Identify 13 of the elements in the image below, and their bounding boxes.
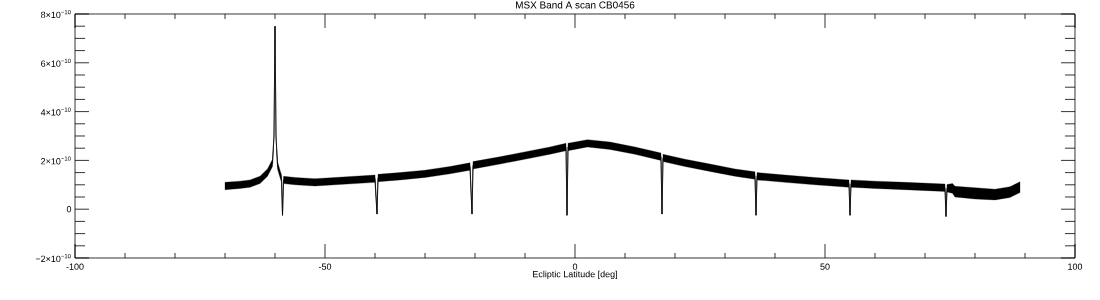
y-tick-label: 6×10$^{−10}$ [41, 58, 71, 67]
x-tick-label: -50 [318, 263, 332, 270]
y-tick-label: 4×10$^{−10}$ [40, 107, 71, 116]
y-tick-label: 8×10$^{−10}$ [41, 9, 71, 19]
x-tick-label: 100 [1068, 263, 1083, 270]
y-tick-label: −2×10$^{−10}$ [35, 253, 71, 263]
chart-title: MSX Band A scan CB0456 [516, 1, 635, 9]
x-tick-label: -100 [66, 263, 84, 270]
y-tick-label: 2×10$^{−10}$ [41, 156, 71, 165]
x-tick-label: 0 [572, 263, 578, 270]
y-tick-label: 0 [66, 206, 72, 213]
x-axis-title: Ecliptic Latitude [deg] [533, 270, 617, 280]
x-tick-label: 50 [820, 263, 830, 270]
